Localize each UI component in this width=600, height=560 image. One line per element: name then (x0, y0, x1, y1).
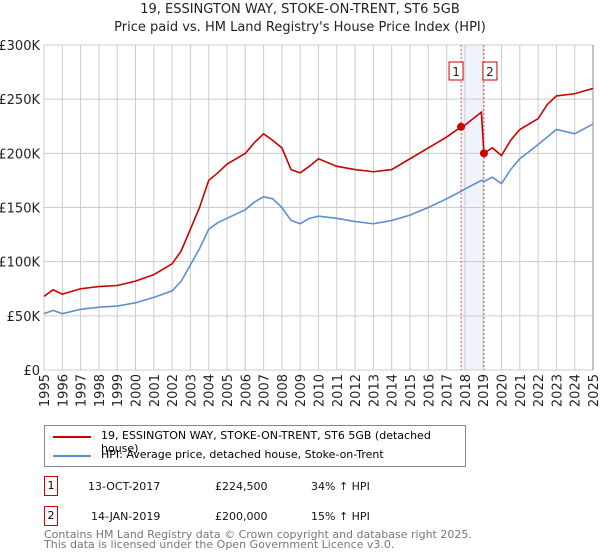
x-tick-label: 2009 (294, 374, 309, 407)
x-tick-label: 2004 (203, 374, 218, 407)
footer-line-1: Contains HM Land Registry data © Crown c… (44, 528, 472, 541)
y-tick-label: £250K (0, 93, 40, 108)
x-tick-label: 2001 (148, 374, 163, 407)
x-tick-label: 2011 (331, 374, 346, 407)
x-tick-label: 2003 (184, 374, 199, 407)
x-tick-label: 2015 (404, 374, 419, 407)
x-tick-label: 2006 (239, 374, 254, 407)
x-tick-label: 1996 (56, 374, 71, 407)
transaction-label-2: 2 (486, 65, 494, 79)
row-1-price: £224,500 (215, 480, 268, 493)
y-tick-label: £300K (0, 39, 40, 54)
x-tick-label: 2014 (386, 374, 401, 407)
y-tick-label: £200K (0, 147, 40, 162)
x-tick-label: 1998 (93, 374, 108, 407)
x-tick-label: 2002 (166, 374, 181, 407)
x-tick-label: 2020 (496, 374, 511, 407)
x-tick-label: 2010 (313, 374, 328, 407)
row-1-hpi: 34% ↑ HPI (311, 480, 370, 493)
x-tick-label: 2008 (276, 374, 291, 407)
chart-subtitle: Price paid vs. HM Land Registry's House … (114, 20, 486, 35)
x-tick-label: 2012 (349, 374, 364, 407)
footer: Contains HM Land Registry data © Crown c… (44, 528, 472, 551)
x-tick-label: 2022 (532, 374, 547, 407)
x-tick-label: 2023 (550, 374, 565, 407)
price-paid-line (43, 87, 594, 297)
x-tick-label: 1995 (38, 374, 53, 407)
transaction-label-box-2 (482, 61, 498, 81)
transaction-point-1 (457, 122, 466, 131)
x-tick-label: 2013 (367, 374, 382, 407)
footer-line-2: This data is licensed under the Open Gov… (44, 538, 395, 551)
x-tick-label: 2019 (477, 374, 492, 407)
legend-red-swatch (53, 436, 91, 438)
legend-red-label: 19, ESSINGTON WAY, STOKE-ON-TRENT, ST6 5… (101, 429, 431, 455)
x-tick-label: 2017 (441, 374, 456, 407)
x-tick-label: 2025 (587, 374, 600, 407)
transaction-label-box-1 (448, 61, 464, 81)
x-tick-label: 1999 (111, 374, 126, 407)
row-2-marker: 2 (44, 506, 58, 526)
row-2-hpi: 15% ↑ HPI (311, 510, 370, 523)
legend: 19, ESSINGTON WAY, STOKE-ON-TRENT, ST6 5… (44, 425, 466, 467)
hpi-line (43, 123, 594, 315)
x-tick-label: 2018 (459, 374, 474, 407)
y-tick-label: £0 (23, 364, 40, 379)
x-tick-label: 2000 (130, 374, 145, 407)
x-tick-label: 2021 (514, 374, 529, 407)
x-tick-label: 2005 (221, 374, 236, 407)
legend-blue-label: HPI: Average price, detached house, Stok… (101, 448, 384, 461)
row-2-price: £200,000 (215, 510, 268, 523)
y-tick-label: £100K (0, 256, 40, 271)
x-tick-label: 1997 (75, 374, 90, 407)
legend-blue-swatch (53, 455, 91, 457)
plot-area: £0 £50K £100K £150K £200K £250K £300K 1995 1996 1… (0, 39, 600, 407)
chart-title: 19, ESSINGTON WAY, STOKE-ON-TRENT, ST6 5… (140, 2, 460, 17)
x-tick-label: 2024 (569, 374, 584, 407)
row-1-date: 13-OCT-2017 (88, 480, 161, 493)
transaction-point-2 (479, 149, 488, 158)
y-tick-label: £50K (7, 310, 41, 325)
row-1-marker: 1 (44, 476, 58, 496)
x-tick-label: 2016 (422, 374, 437, 407)
row-2-date: 14-JAN-2019 (91, 510, 161, 523)
transaction-label-1: 1 (452, 65, 460, 79)
x-tick-label: 2007 (258, 374, 273, 407)
y-tick-label: £150K (0, 202, 40, 217)
